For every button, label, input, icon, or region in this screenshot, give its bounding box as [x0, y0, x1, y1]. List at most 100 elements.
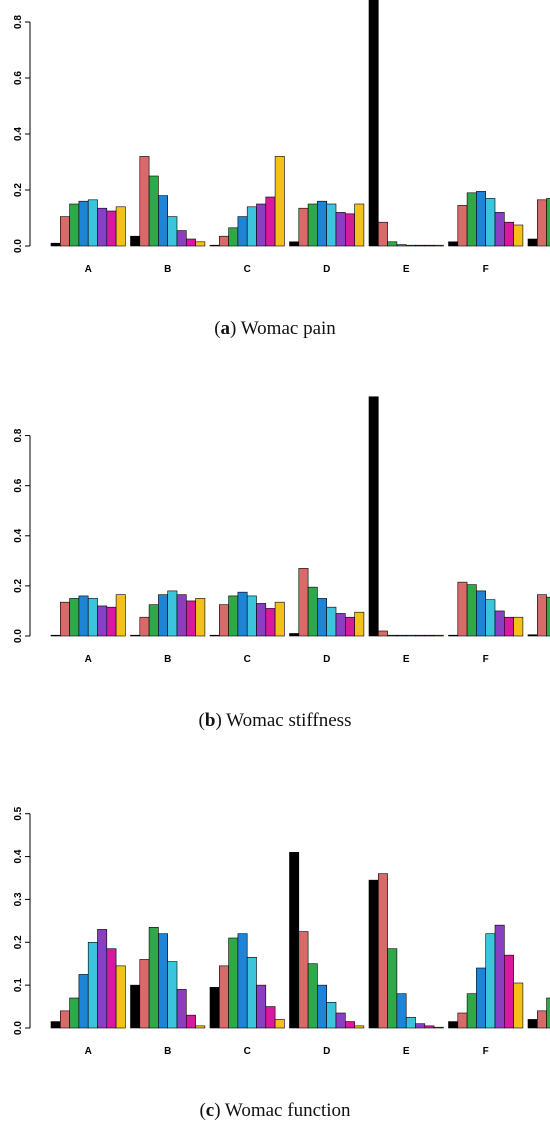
bar	[50, 1021, 61, 1029]
bar	[195, 598, 206, 637]
bar	[307, 203, 318, 247]
bar	[433, 634, 444, 637]
bar	[289, 851, 300, 1029]
bar	[228, 595, 239, 637]
bar	[433, 1026, 444, 1029]
category-label: A	[85, 1046, 92, 1057]
bar	[69, 203, 80, 247]
y-tick-label: 0.2	[13, 935, 24, 949]
bar	[354, 611, 365, 637]
bar	[87, 941, 98, 1029]
bar	[148, 604, 159, 637]
bar	[59, 216, 70, 247]
category-label: C	[244, 264, 251, 275]
bar	[476, 590, 486, 637]
bar	[513, 616, 524, 637]
bar	[546, 596, 550, 637]
womac-pain-chart: 0.00.20.40.60.8ABCDEFGH	[13, 0, 550, 275]
bar	[59, 1010, 70, 1029]
bar	[396, 993, 407, 1029]
bar	[527, 634, 538, 637]
bar	[289, 241, 300, 247]
bar	[546, 997, 550, 1029]
category-label: D	[323, 1046, 330, 1057]
category-label: B	[164, 654, 171, 665]
category-label: D	[323, 654, 330, 665]
bar	[167, 590, 178, 637]
category-label: F	[483, 654, 489, 665]
bar	[186, 238, 196, 247]
bar	[536, 594, 547, 637]
category-label: E	[403, 654, 410, 665]
bar	[457, 205, 468, 247]
bar	[485, 198, 496, 247]
bar	[246, 956, 257, 1029]
bar	[219, 965, 229, 1029]
bar	[87, 199, 98, 247]
category-label: A	[85, 654, 92, 665]
bar	[274, 156, 285, 247]
bar	[115, 594, 126, 637]
bar	[274, 601, 285, 637]
bar	[457, 1012, 468, 1029]
bar	[158, 195, 168, 247]
bar	[195, 241, 206, 247]
bar	[485, 599, 496, 637]
bar	[387, 241, 398, 247]
bar	[209, 244, 220, 247]
bar	[106, 210, 117, 247]
bar	[59, 601, 70, 637]
bar	[228, 227, 239, 247]
bar	[209, 634, 220, 637]
category-label: B	[164, 264, 171, 275]
bar	[354, 203, 365, 247]
bar	[228, 937, 239, 1029]
bar	[415, 634, 426, 637]
bar	[219, 235, 229, 247]
bar	[298, 568, 309, 637]
bar	[368, 879, 379, 1029]
bar	[424, 244, 435, 247]
bar	[527, 238, 538, 247]
bar	[158, 594, 168, 637]
category-label: E	[403, 1046, 410, 1057]
bar	[256, 203, 267, 247]
bar	[186, 600, 196, 637]
category-label: F	[483, 1046, 489, 1057]
bar	[307, 586, 318, 637]
bar	[176, 230, 187, 247]
bar	[448, 634, 459, 637]
y-tick-label: 0.4	[13, 127, 24, 141]
caption-b: (b) Womac stiffness	[198, 710, 352, 731]
bar	[167, 216, 178, 247]
y-tick-label: 0.8	[13, 15, 24, 29]
category-label: E	[403, 264, 410, 275]
bar	[317, 984, 327, 1029]
bar	[326, 606, 337, 637]
bar	[466, 993, 477, 1029]
bar	[246, 206, 257, 247]
caption-a: (a) Womac pain	[214, 318, 336, 339]
bar	[377, 221, 388, 247]
bar	[424, 634, 435, 637]
category-label: B	[164, 1046, 171, 1057]
bar	[78, 974, 89, 1029]
y-tick-label: 0.4	[13, 528, 24, 542]
bar	[106, 948, 117, 1029]
bar	[396, 634, 407, 637]
bar	[78, 595, 89, 637]
y-tick-label: 0.2	[13, 579, 24, 593]
bar	[503, 221, 514, 247]
category-label: D	[323, 264, 330, 275]
bar	[415, 1023, 426, 1029]
bar	[317, 200, 327, 247]
bar	[368, 0, 379, 247]
bar	[415, 244, 426, 247]
category-label: F	[483, 264, 489, 275]
bar	[307, 963, 318, 1029]
bar	[536, 199, 547, 247]
y-tick-label: 0.5	[13, 806, 24, 820]
bar	[485, 933, 496, 1029]
bar	[466, 192, 477, 247]
bar	[50, 634, 61, 637]
